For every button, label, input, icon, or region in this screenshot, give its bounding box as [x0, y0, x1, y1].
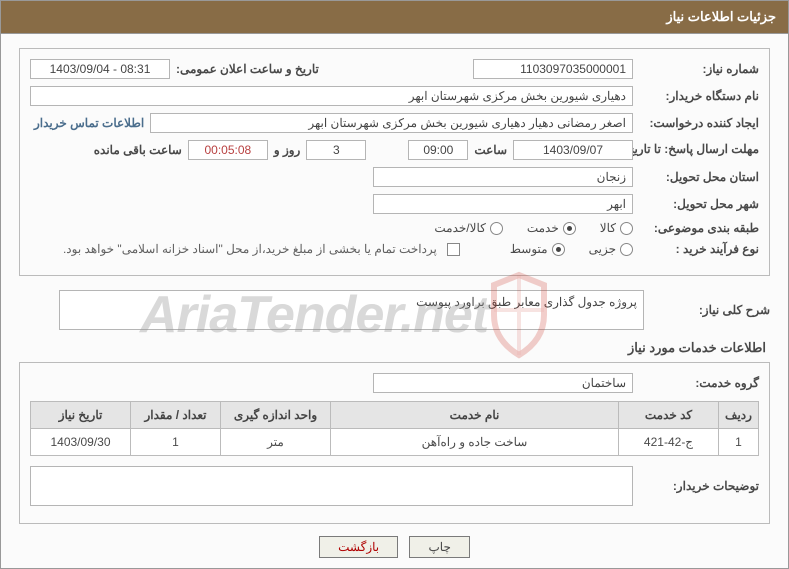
desc-value: پروژه جدول گذاری معابر طبق براورد پیوست	[59, 290, 644, 330]
city-label: شهر محل تحویل:	[639, 197, 759, 211]
radio-medium[interactable]: متوسط	[510, 242, 565, 256]
radio-medium-label: متوسط	[510, 242, 548, 256]
need-no-value: 1103097035000001	[473, 59, 633, 79]
th-code: کد خدمت	[619, 402, 719, 429]
time-label: ساعت	[474, 143, 507, 157]
days-value: 3	[306, 140, 366, 160]
radio-goods-label: کالا	[600, 221, 616, 235]
radio-partial-label: جزیی	[589, 242, 616, 256]
td-qty: 1	[131, 429, 221, 456]
creator-value: اصغر رمضانی دهیار دهیاری شیورین بخش مرکز…	[150, 113, 633, 133]
table-header-row: ردیف کد خدمت نام خدمت واحد اندازه گیری ت…	[31, 402, 759, 429]
countdown-value: 00:05:08	[188, 140, 268, 160]
city-value: ابهر	[373, 194, 633, 214]
content-panel: شماره نیاز: 1103097035000001 تاریخ و ساع…	[0, 33, 789, 569]
contact-buyer-link[interactable]: اطلاعات تماس خریدار	[34, 116, 144, 130]
services-table: ردیف کد خدمت نام خدمت واحد اندازه گیری ت…	[30, 401, 759, 456]
days-and-label: روز و	[274, 143, 301, 157]
deadline-label: مهلت ارسال پاسخ: تا تاریخ:	[639, 142, 759, 158]
back-button[interactable]: بازگشت	[319, 536, 398, 558]
desc-label: شرح کلی نیاز:	[650, 303, 770, 317]
th-unit: واحد اندازه گیری	[221, 402, 331, 429]
announce-time-value: 1403/09/04 - 08:31	[30, 59, 170, 79]
buyer-org-value: دهیاری شیورین بخش مرکزی شهرستان ابهر	[30, 86, 633, 106]
td-row: 1	[719, 429, 759, 456]
creator-label: ایجاد کننده درخواست:	[639, 116, 759, 130]
button-bar: چاپ بازگشت	[19, 536, 770, 558]
th-qty: تعداد / مقدار	[131, 402, 221, 429]
table-row: 1 ج-42-421 ساخت جاده و راه‌آهن متر 1 140…	[31, 429, 759, 456]
td-date: 1403/09/30	[31, 429, 131, 456]
treasury-checkbox[interactable]	[447, 243, 460, 256]
buyer-notes-value	[30, 466, 633, 506]
radio-goods[interactable]: کالا	[600, 221, 633, 235]
td-name: ساخت جاده و راه‌آهن	[331, 429, 619, 456]
td-unit: متر	[221, 429, 331, 456]
process-label: نوع فرآیند خرید :	[639, 242, 759, 256]
radio-both-label: کالا/خدمت	[434, 221, 485, 235]
province-value: زنجان	[373, 167, 633, 187]
services-panel: گروه خدمت: ساختمان ردیف کد خدمت نام خدمت…	[19, 362, 770, 524]
th-date: تاریخ نیاز	[31, 402, 131, 429]
th-name: نام خدمت	[331, 402, 619, 429]
announce-time-label: تاریخ و ساعت اعلان عمومی:	[176, 62, 319, 76]
radio-service[interactable]: خدمت	[527, 221, 576, 235]
deadline-date: 1403/09/07	[513, 140, 633, 160]
payment-note: پرداخت تمام یا بخشی از مبلغ خرید،از محل …	[63, 242, 437, 256]
services-heading: اطلاعات خدمات مورد نیاز	[19, 340, 766, 356]
remaining-label: ساعت باقی مانده	[94, 143, 182, 157]
radio-both[interactable]: کالا/خدمت	[434, 221, 502, 235]
radio-service-label: خدمت	[527, 221, 559, 235]
td-code: ج-42-421	[619, 429, 719, 456]
th-row: ردیف	[719, 402, 759, 429]
need-no-label: شماره نیاز:	[639, 62, 759, 76]
buyer-org-label: نام دستگاه خریدار:	[639, 89, 759, 103]
radio-partial[interactable]: جزیی	[589, 242, 633, 256]
group-value: ساختمان	[373, 373, 633, 393]
panel-header: جزئیات اطلاعات نیاز	[0, 0, 789, 33]
buyer-notes-label: توضیحات خریدار:	[639, 479, 759, 493]
print-button[interactable]: چاپ	[409, 536, 469, 558]
need-details-panel: شماره نیاز: 1103097035000001 تاریخ و ساع…	[19, 48, 770, 276]
province-label: استان محل تحویل:	[639, 170, 759, 184]
type-label: طبقه بندی موضوعی:	[639, 221, 759, 235]
time-value: 09:00	[408, 140, 468, 160]
group-label: گروه خدمت:	[639, 376, 759, 390]
